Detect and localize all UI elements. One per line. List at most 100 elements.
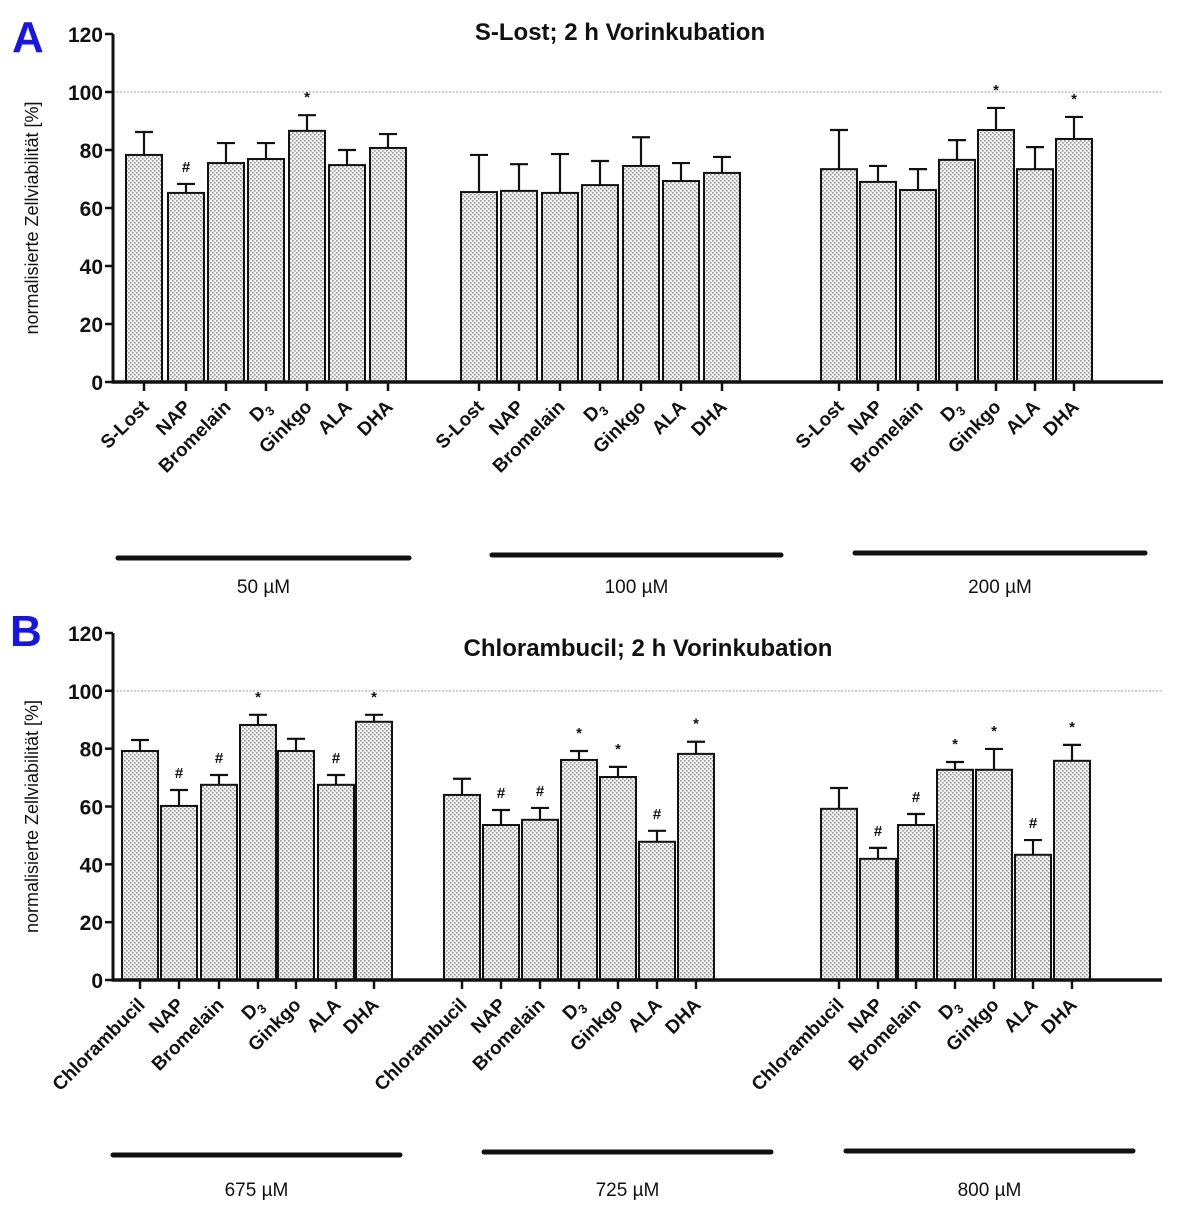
y-tick-label: 0 [91, 372, 103, 395]
bar [662, 180, 700, 383]
significance-hash: # [215, 750, 224, 767]
y-tick-label: 0 [91, 970, 103, 993]
bar [581, 184, 619, 383]
significance-star: * [576, 725, 582, 742]
significance-hash: # [912, 789, 921, 806]
bar [622, 164, 660, 383]
bar [121, 749, 159, 981]
bar [638, 840, 676, 981]
x-tick-label: Ginkgo [244, 995, 305, 1056]
bar-group-725-uM: Chlorambucil#NAP#Bromelain*D3*Ginkgo#ALA… [371, 716, 715, 1096]
group-label: 50 µM [237, 577, 290, 598]
y-tick-label: 40 [80, 256, 103, 279]
bar [820, 807, 858, 982]
bar [859, 857, 897, 982]
bar [247, 157, 285, 383]
x-tick-label: DHA [1040, 396, 1084, 440]
significance-hash: # [536, 783, 545, 800]
bar [1055, 137, 1093, 383]
significance-hash: # [497, 785, 506, 802]
y-tick-label: 100 [68, 681, 103, 704]
significance-star: * [304, 89, 310, 106]
x-tick-label: DHA [354, 396, 398, 440]
bar [859, 180, 897, 383]
x-tick-label: DHA [688, 396, 732, 440]
significance-hash: # [182, 159, 191, 176]
x-tick-label: DHA [340, 994, 384, 1038]
bar [897, 824, 935, 981]
bar [328, 164, 366, 383]
chart-title: S-Lost; 2 h Vorinkubation [475, 19, 765, 46]
x-tick-label: Chlorambucil [371, 995, 472, 1096]
bar [500, 189, 538, 383]
significance-hash: # [874, 823, 883, 840]
bar [317, 783, 355, 981]
x-tick-label: D3 [246, 397, 278, 429]
bar [443, 793, 481, 982]
panel-letter: B [10, 607, 42, 656]
y-tick-label: 60 [80, 198, 103, 221]
group-label: 725 µM [596, 1180, 660, 1201]
y-tick-label: 80 [80, 739, 103, 762]
significance-hash: # [175, 765, 184, 782]
panel-letter: A [12, 13, 44, 62]
y-tick-label: 40 [80, 854, 103, 877]
significance-star: * [1069, 719, 1075, 736]
x-tick-label: D3 [580, 397, 612, 429]
bar [239, 723, 277, 982]
y-tick-label: 20 [80, 912, 103, 935]
bar [936, 768, 974, 981]
x-tick-label: ALA [1000, 994, 1043, 1037]
group-label: 100 µM [605, 577, 669, 598]
x-tick-label: S-Lost [97, 396, 154, 453]
x-tick-label: ALA [1002, 396, 1045, 439]
bar [677, 752, 715, 981]
panel-b: B Chlorambucil; 2 h Vorinkubation normalis… [10, 607, 1162, 1201]
bar [207, 162, 245, 383]
significance-hash: # [653, 806, 662, 823]
bar [938, 158, 976, 383]
group-label: 675 µM [225, 1180, 289, 1201]
bar [200, 783, 238, 981]
significance-star: * [993, 82, 999, 99]
bar-group-800-uM: Chlorambucil#NAP#Bromelain*D3*Ginkgo#ALA… [748, 719, 1091, 1096]
bar [355, 720, 393, 981]
y-tick-label: 80 [80, 140, 103, 163]
significance-star: * [255, 689, 261, 706]
x-tick-label: S-Lost [792, 396, 849, 453]
bar [460, 191, 498, 383]
significance-star: * [1071, 91, 1077, 108]
group-label: 800 µM [958, 1180, 1022, 1201]
bar [288, 129, 326, 383]
significance-star: * [991, 723, 997, 740]
bar [977, 128, 1015, 383]
group-label: 200 µM [968, 577, 1032, 598]
y-axis-label: normalisierte Zellviabilität [%] [22, 101, 42, 334]
bar [599, 776, 637, 981]
x-tick-label: Ginkgo [566, 995, 627, 1056]
x-tick-label: Chlorambucil [748, 995, 849, 1096]
bar [160, 804, 198, 982]
x-tick-label: DHA [662, 994, 706, 1038]
x-tick-label: DHA [1038, 994, 1082, 1038]
significance-hash: # [1029, 815, 1038, 832]
significance-hash: # [332, 750, 341, 767]
significance-star: * [693, 716, 699, 733]
x-tick-label: ALA [648, 396, 691, 439]
bar [521, 818, 559, 982]
x-tick-label: Ginkgo [944, 397, 1005, 458]
bar [899, 189, 937, 383]
y-tick-label: 60 [80, 797, 103, 820]
y-tick-label: 20 [80, 314, 103, 337]
significance-star: * [371, 689, 377, 706]
x-tick-label: Chlorambucil [49, 995, 150, 1096]
bar [560, 758, 598, 981]
bar [1014, 853, 1052, 981]
significance-star: * [615, 741, 621, 758]
bar [369, 146, 407, 383]
y-tick-label: 120 [68, 623, 103, 646]
bar [975, 768, 1013, 981]
